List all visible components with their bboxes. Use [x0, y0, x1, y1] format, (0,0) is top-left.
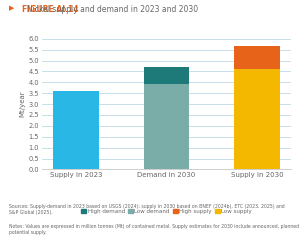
- Bar: [234, 69, 280, 169]
- Text: Sources: Supply-demand in 2023 based on USGS (2024); supply in 2030 based on BNE: Sources: Supply-demand in 2023 based on …: [9, 204, 285, 215]
- Y-axis label: Mt/year: Mt/year: [20, 91, 26, 117]
- Bar: [53, 91, 99, 169]
- Legend: High demand, Low demand, High supply, Low supply: High demand, Low demand, High supply, Lo…: [79, 207, 254, 216]
- Text: Notes: Values are expressed in million tonnes (Mt) of contained metal. Supply es: Notes: Values are expressed in million t…: [9, 224, 300, 235]
- Bar: [234, 46, 280, 69]
- Bar: [144, 84, 189, 169]
- Bar: [144, 68, 189, 84]
- Text: Nickel supply and demand in 2023 and 2030: Nickel supply and demand in 2023 and 203…: [22, 5, 199, 14]
- Text: FIGURE AI.14: FIGURE AI.14: [22, 5, 79, 14]
- Text: ▶: ▶: [9, 5, 14, 11]
